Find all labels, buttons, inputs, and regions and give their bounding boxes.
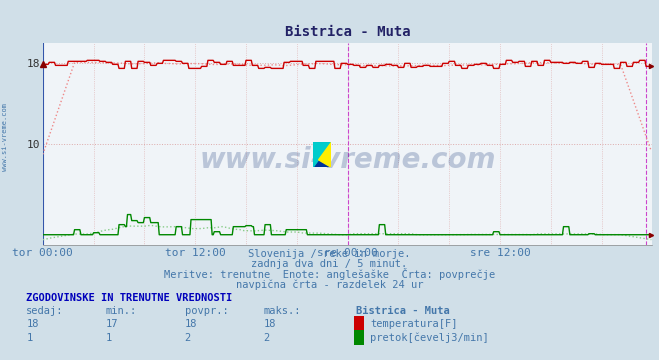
Text: sedaj:: sedaj: bbox=[26, 306, 64, 316]
Text: 1: 1 bbox=[105, 333, 111, 343]
Text: temperatura[F]: temperatura[F] bbox=[370, 319, 458, 329]
Text: Slovenija / reke in morje.: Slovenija / reke in morje. bbox=[248, 249, 411, 260]
Text: ZGODOVINSKE IN TRENUTNE VREDNOSTI: ZGODOVINSKE IN TRENUTNE VREDNOSTI bbox=[26, 293, 233, 303]
Text: www.si-vreme.com: www.si-vreme.com bbox=[200, 146, 496, 174]
Title: Bistrica - Muta: Bistrica - Muta bbox=[285, 25, 411, 39]
Text: Meritve: trenutne  Enote: anglešaške  Črta: povprečje: Meritve: trenutne Enote: anglešaške Črta… bbox=[164, 268, 495, 280]
Text: zadnja dva dni / 5 minut.: zadnja dva dni / 5 minut. bbox=[251, 259, 408, 269]
Text: min.:: min.: bbox=[105, 306, 136, 316]
Polygon shape bbox=[313, 142, 331, 167]
Text: 2: 2 bbox=[264, 333, 270, 343]
Text: www.si-vreme.com: www.si-vreme.com bbox=[2, 103, 8, 171]
Text: maks.:: maks.: bbox=[264, 306, 301, 316]
Text: 18: 18 bbox=[185, 319, 197, 329]
Text: 17: 17 bbox=[105, 319, 118, 329]
Text: povpr.:: povpr.: bbox=[185, 306, 228, 316]
Text: 18: 18 bbox=[264, 319, 276, 329]
Polygon shape bbox=[318, 142, 331, 167]
Text: 18: 18 bbox=[26, 319, 39, 329]
Text: Bistrica - Muta: Bistrica - Muta bbox=[356, 306, 449, 316]
Text: navpična črta - razdelek 24 ur: navpična črta - razdelek 24 ur bbox=[236, 279, 423, 290]
Text: 1: 1 bbox=[26, 333, 32, 343]
Text: 2: 2 bbox=[185, 333, 190, 343]
Polygon shape bbox=[313, 142, 331, 167]
Text: pretok[čevelj3/min]: pretok[čevelj3/min] bbox=[370, 333, 489, 343]
